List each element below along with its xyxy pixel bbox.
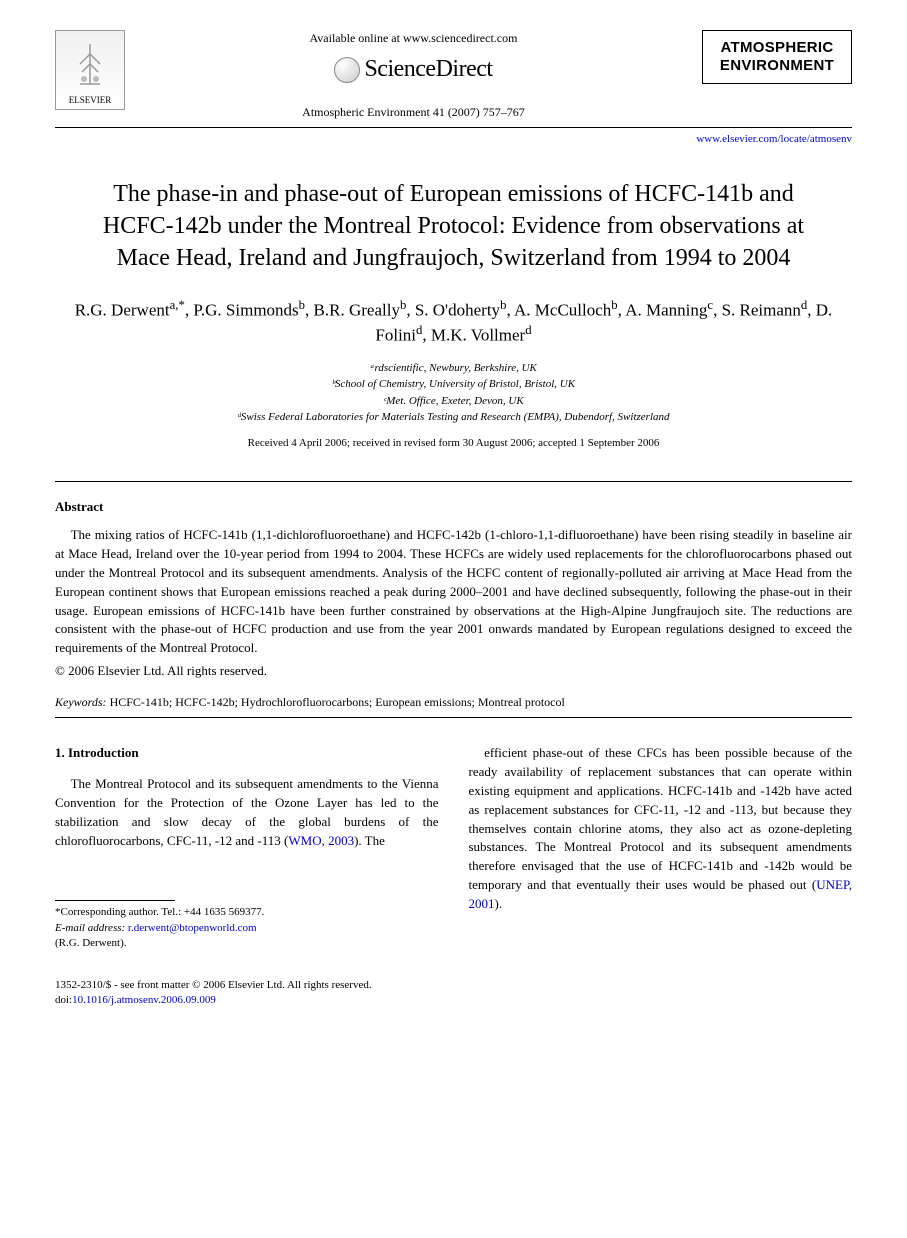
intro-paragraph-right: efficient phase-out of these CFCs has be… [469,744,853,914]
bottom-publication-info: 1352-2310/$ - see front matter © 2006 El… [55,978,852,1009]
intro-right-post: ). [495,896,503,911]
sciencedirect-brand: ScienceDirect [135,53,692,87]
affiliation-list: ᵃrdscientific, Newbury, Berkshire, UKᵇSc… [55,360,852,426]
left-column: 1. Introduction The Montreal Protocol an… [55,744,439,951]
header-center: Available online at www.sciencedirect.co… [125,30,702,121]
available-online-text: Available online at www.sciencedirect.co… [135,30,692,47]
author-list: R.G. Derwenta,*, P.G. Simmondsb, B.R. Gr… [55,297,852,348]
elsevier-logo: ELSEVIER [55,30,125,110]
article-page: ELSEVIER Available online at www.science… [0,0,907,1048]
corresponding-tel: *Corresponding author. Tel.: +44 1635 56… [55,905,439,920]
divider-rule-2 [55,717,852,718]
abstract-heading: Abstract [55,498,852,516]
reference-link-wmo[interactable]: WMO, 2003 [288,833,354,848]
sciencedirect-icon [334,57,360,83]
abstract-text: The mixing ratios of HCFC-141b (1,1-dich… [55,526,852,658]
abstract-copyright: © 2006 Elsevier Ltd. All rights reserved… [55,662,852,680]
right-column: efficient phase-out of these CFCs has be… [469,744,853,951]
intro-left-post: ). The [354,833,385,848]
corresponding-author-footnote: *Corresponding author. Tel.: +44 1635 56… [55,905,439,951]
elsevier-tree-icon [58,33,122,94]
elsevier-label: ELSEVIER [58,94,122,107]
doi-line: doi:10.1016/j.atmosenv.2006.09.009 [55,993,852,1008]
journal-name-line2: ENVIRONMENT [713,57,841,75]
introduction-heading: 1. Introduction [55,744,439,763]
header-row: ELSEVIER Available online at www.science… [55,30,852,128]
corresponding-email-line: E-mail address: r.derwent@btopenworld.co… [55,921,439,936]
divider-rule [55,481,852,482]
journal-name-line1: ATMOSPHERIC [713,39,841,57]
keywords-line: Keywords: HCFC-141b; HCFC-142b; Hydrochl… [55,694,852,711]
journal-title-box: ATMOSPHERIC ENVIRONMENT [702,30,852,84]
intro-paragraph-left: The Montreal Protocol and its subsequent… [55,775,439,850]
journal-url-link[interactable]: www.elsevier.com/locate/atmosenv [55,132,852,147]
doi-label: doi: [55,994,72,1006]
doi-link[interactable]: 10.1016/j.atmosenv.2006.09.009 [72,994,216,1006]
intro-right-pre: efficient phase-out of these CFCs has be… [469,745,853,892]
sciencedirect-text: ScienceDirect [364,53,492,87]
corresponding-name: (R.G. Derwent). [55,936,439,951]
email-label: E-mail address: [55,922,125,934]
footnote-rule [55,900,175,901]
email-link[interactable]: r.derwent@btopenworld.com [128,922,257,934]
keywords-text: HCFC-141b; HCFC-142b; Hydrochlorofluoroc… [110,695,565,709]
issn-line: 1352-2310/$ - see front matter © 2006 El… [55,978,852,993]
article-dates: Received 4 April 2006; received in revis… [55,436,852,451]
article-title: The phase-in and phase-out of European e… [75,178,832,275]
two-column-body: 1. Introduction The Montreal Protocol an… [55,744,852,951]
journal-reference: Atmospheric Environment 41 (2007) 757–76… [135,104,692,121]
keywords-label: Keywords: [55,695,107,709]
